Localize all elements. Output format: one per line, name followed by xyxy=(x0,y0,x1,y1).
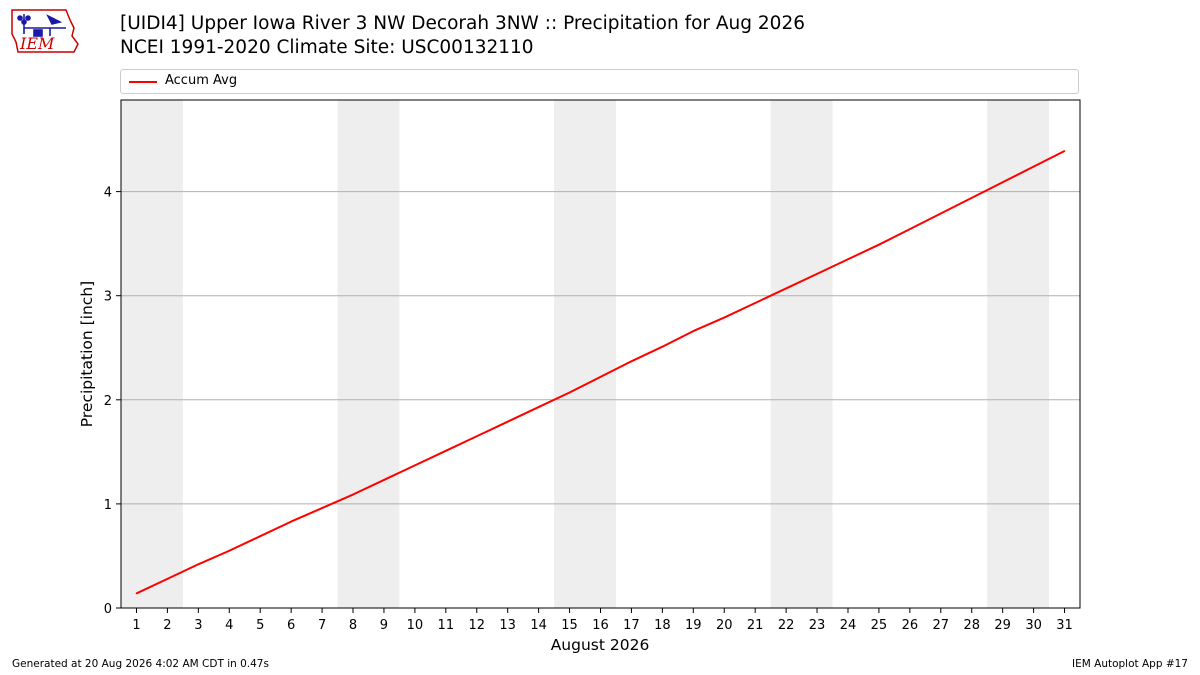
generated-note: Generated at 20 Aug 2026 4:02 AM CDT in … xyxy=(12,658,269,670)
x-tick-label-17: 17 xyxy=(623,618,640,633)
data-point-4 xyxy=(228,549,231,552)
x-tick-label-24: 24 xyxy=(840,618,857,633)
data-point-6 xyxy=(290,520,292,523)
x-tick-label-13: 13 xyxy=(499,618,516,633)
weekend-band-4 xyxy=(770,100,833,608)
data-point-24 xyxy=(847,258,849,261)
y-axis-label: Precipitation [inch] xyxy=(78,281,96,427)
iem-logo-text: IEM xyxy=(19,34,55,53)
data-point-28 xyxy=(970,197,973,199)
x-tick-label-19: 19 xyxy=(685,618,702,633)
data-point-12 xyxy=(475,435,478,438)
app-credit: IEM Autoplot App #17 xyxy=(1072,658,1188,670)
data-point-13 xyxy=(506,420,509,423)
x-tick-label-30: 30 xyxy=(1025,618,1042,633)
data-point-14 xyxy=(537,406,540,408)
weekend-band-2 xyxy=(337,100,400,608)
x-tick-label-23: 23 xyxy=(809,618,826,633)
x-tick-label-12: 12 xyxy=(468,618,485,633)
y-gridlines xyxy=(121,191,1080,505)
y-tick-label-3: 3 xyxy=(104,290,112,305)
data-point-16 xyxy=(599,376,602,378)
data-point-15 xyxy=(568,391,571,394)
x-tick-label-9: 9 xyxy=(380,618,388,633)
y-tick-label-1: 1 xyxy=(104,498,112,513)
data-point-3 xyxy=(197,563,200,566)
x-tick-label-22: 22 xyxy=(778,618,795,633)
weekend-shading xyxy=(121,100,1050,608)
x-tick-label-21: 21 xyxy=(747,618,764,633)
legend-label-accum-avg: Accum Avg xyxy=(165,73,238,88)
y-tick-label-4: 4 xyxy=(104,186,112,201)
x-tick-label-7: 7 xyxy=(318,618,326,633)
data-point-25 xyxy=(878,243,880,246)
y-tick-label-0: 0 xyxy=(104,602,112,617)
x-axis-label: August 2026 xyxy=(551,636,650,654)
x-tick-label-4: 4 xyxy=(225,618,233,633)
data-point-30 xyxy=(1032,165,1035,168)
data-point-9 xyxy=(383,479,385,481)
x-tick-label-28: 28 xyxy=(963,618,980,633)
weekend-band-3 xyxy=(554,100,616,608)
x-tick-label-14: 14 xyxy=(530,618,547,633)
data-point-23 xyxy=(816,273,818,275)
x-tick-label-29: 29 xyxy=(994,618,1011,633)
x-tick-label-2: 2 xyxy=(163,618,171,633)
data-point-21 xyxy=(754,302,756,304)
title-line-2: NCEI 1991-2020 Climate Site: USC00132110 xyxy=(120,37,534,58)
iem-logo: IEM xyxy=(8,6,82,58)
chart-title: [UIDI4] Upper Iowa River 3 NW Decorah 3N… xyxy=(120,12,805,60)
x-tick-label-8: 8 xyxy=(349,618,357,633)
x-tick-label-31: 31 xyxy=(1056,618,1073,633)
data-point-2 xyxy=(166,578,169,580)
data-point-8 xyxy=(352,493,354,496)
data-point-17 xyxy=(630,360,633,363)
data-point-7 xyxy=(321,507,323,509)
x-tick-label-3: 3 xyxy=(194,618,202,633)
weekend-band-5 xyxy=(987,100,1050,608)
x-tick-label-10: 10 xyxy=(407,618,424,633)
x-axis: 1 2 3 4 5 6 7 8 9 10 11 12 13 14 15 16 17 18 19 20 21 22 23 24 2… xyxy=(132,608,1073,633)
x-tick-label-11: 11 xyxy=(438,618,455,633)
x-tick-label-16: 16 xyxy=(592,618,609,633)
data-point-10 xyxy=(414,464,416,467)
y-axis: 0 1 2 3 4 xyxy=(104,186,121,617)
legend-swatch-accum-avg xyxy=(129,81,157,83)
data-point-27 xyxy=(939,212,942,215)
x-tick-label-20: 20 xyxy=(716,618,733,633)
data-point-5 xyxy=(259,535,262,537)
data-point-11 xyxy=(445,450,447,452)
weekend-band-1 xyxy=(121,100,183,608)
data-point-18 xyxy=(661,345,664,348)
series-layer xyxy=(135,150,1066,595)
x-tick-label-15: 15 xyxy=(561,618,578,633)
legend: Accum Avg xyxy=(120,69,1079,94)
x-tick-label-1: 1 xyxy=(132,618,140,633)
x-tick-label-27: 27 xyxy=(933,618,950,633)
data-point-29 xyxy=(1001,181,1004,184)
x-tick-label-25: 25 xyxy=(871,618,888,633)
data-point-19 xyxy=(692,330,695,332)
x-tick-label-5: 5 xyxy=(256,618,264,633)
title-line-1: [UIDI4] Upper Iowa River 3 NW Decorah 3N… xyxy=(120,13,805,34)
data-point-31 xyxy=(1063,150,1066,152)
x-tick-label-18: 18 xyxy=(654,618,671,633)
data-point-1 xyxy=(135,592,138,595)
data-point-20 xyxy=(723,316,726,319)
x-tick-label-6: 6 xyxy=(287,618,295,633)
x-tick-label-26: 26 xyxy=(902,618,919,633)
data-point-22 xyxy=(785,287,787,290)
y-tick-label-2: 2 xyxy=(104,394,112,409)
data-point-26 xyxy=(909,228,911,230)
